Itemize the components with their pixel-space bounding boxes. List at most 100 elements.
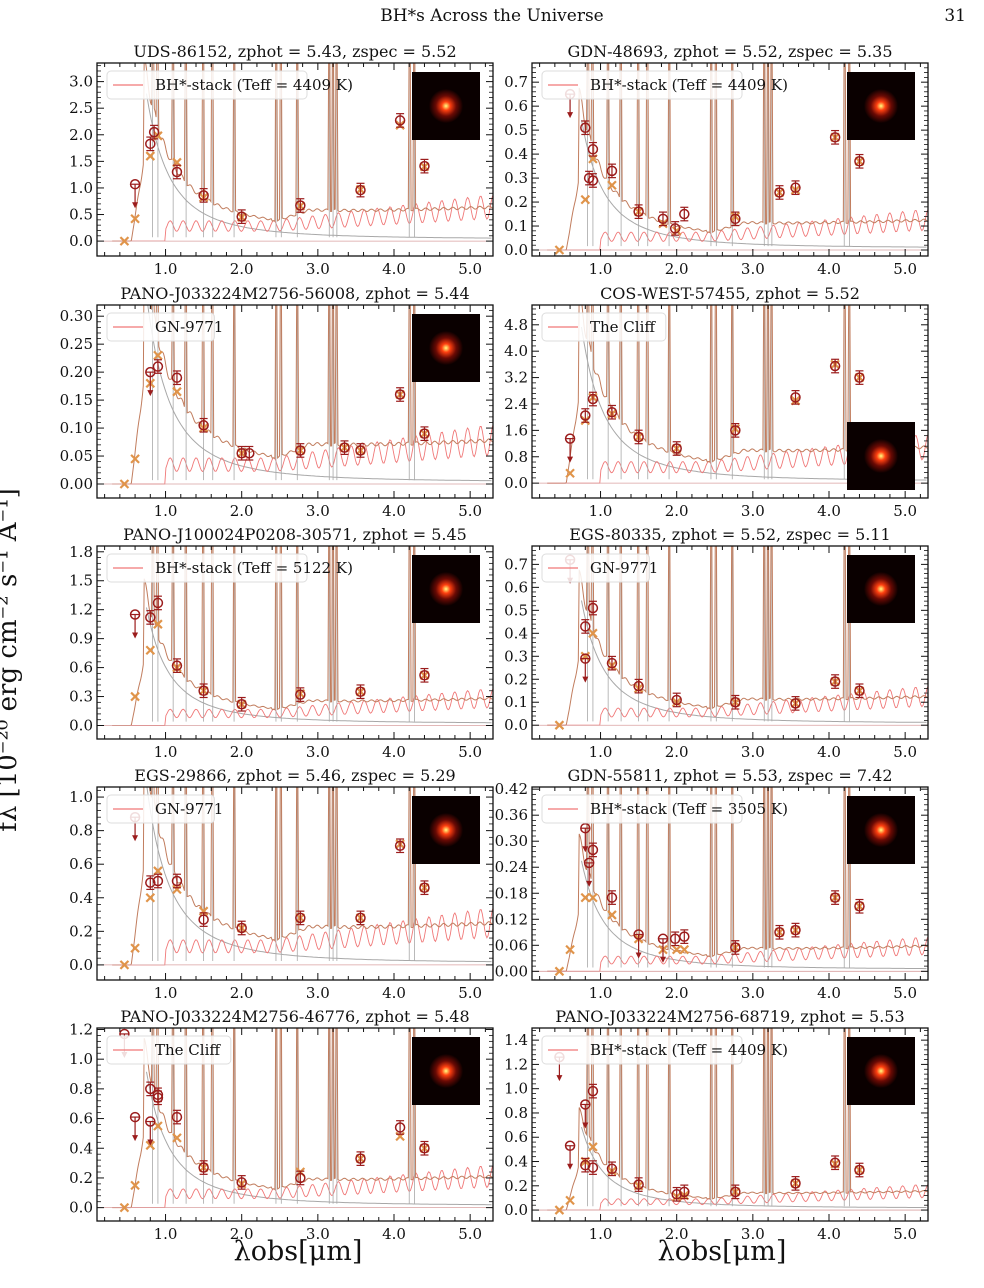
y-tick-label: 0.0	[504, 716, 528, 734]
model-photometry-stroke	[588, 628, 598, 639]
observed-marker	[236, 211, 247, 222]
y-tick-label: 0.06	[495, 936, 528, 954]
y-tick-label: 0.1	[504, 217, 528, 235]
observed-point	[774, 924, 785, 940]
upper-limit-point	[580, 822, 591, 853]
y-tick-label: 1.2	[69, 1020, 93, 1038]
observed-marker	[564, 1140, 576, 1151]
model-photometry-stroke	[153, 866, 163, 876]
x-axis-label-left: λobs[μm]	[233, 1236, 363, 1267]
observed-marker	[148, 126, 160, 138]
observed-marker	[633, 1179, 644, 1190]
observed-point	[419, 880, 430, 896]
observed-marker	[236, 922, 247, 934]
observed-point	[152, 873, 164, 889]
model-photometry-stroke	[580, 892, 591, 903]
template-component-line	[112, 689, 493, 726]
observed-point	[419, 1140, 430, 1156]
observed-marker	[236, 447, 247, 459]
model-photometry-point	[554, 720, 565, 730]
y-tick-label: 0.7	[504, 73, 528, 91]
model-photometry-point	[130, 214, 140, 224]
x-tick-label: 3.0	[741, 743, 765, 761]
observed-point	[171, 873, 183, 889]
observed-marker	[152, 1092, 164, 1104]
model-photometry-point	[119, 1202, 130, 1213]
model-photometry-point	[130, 691, 140, 702]
upper-limit-arrowhead	[659, 956, 666, 963]
model-photometry-point	[565, 1195, 575, 1206]
y-tick-label: 0.6	[504, 1128, 528, 1146]
observed-marker	[355, 686, 366, 697]
y-tick-label: 1.0	[69, 1050, 93, 1068]
chart-panel: 1.0 2.0 3.0 4.0 5.0 0.00 0.06 0.12 0.18 0.24 0.30 0…	[495, 766, 929, 1002]
observed-marker	[829, 360, 841, 372]
observed-point	[236, 209, 247, 225]
observed-marker	[339, 442, 350, 453]
model-photometry-stroke	[130, 1180, 140, 1191]
cutout-source	[429, 331, 463, 365]
legend-label: BH*-stack (Teff = 5122 K)	[155, 559, 353, 577]
chart-panel: 1.0 2.0 3.0 4.0 5.0 0.00 0.05 0.10 0.15 0.20 0.25 0…	[60, 284, 494, 520]
x-tick-label: 1.0	[589, 984, 613, 1002]
observed-point	[829, 674, 841, 689]
cutout-source	[429, 813, 463, 847]
x-tick-label: 2.0	[665, 743, 689, 761]
observed-point	[730, 1184, 741, 1200]
observed-point	[339, 440, 350, 456]
y-tick-label: 0.12	[495, 910, 528, 928]
cutout-image	[412, 1037, 480, 1105]
upper-limit-point	[564, 433, 576, 463]
legend-label: BH*-stack (Teff = 4409 K)	[155, 76, 353, 94]
y-tick-label: 0.6	[69, 659, 93, 677]
y-tick-label: 0.15	[60, 391, 93, 409]
x-tick-label: 1.0	[589, 743, 613, 761]
observed-point	[587, 391, 599, 407]
observed-marker	[854, 901, 865, 912]
observed-marker	[355, 1153, 366, 1164]
plot-area	[532, 63, 928, 255]
model-photometry-point	[130, 943, 140, 953]
observed-marker	[587, 1085, 599, 1097]
observed-marker	[671, 1189, 682, 1200]
observed-point	[730, 423, 741, 438]
model-photometry-point	[145, 892, 156, 903]
observed-marker	[583, 857, 595, 869]
panel-frame	[96, 62, 494, 257]
legend-label: The Cliff	[590, 318, 656, 336]
y-tick-label: 1.6	[504, 421, 528, 439]
model-photometry-point	[172, 386, 182, 397]
observed-point	[419, 426, 430, 442]
panel-frame	[531, 1027, 929, 1222]
observed-marker	[145, 1116, 156, 1127]
x-tick-label: 4.0	[817, 1225, 841, 1243]
y-tick-label: 0.6	[69, 855, 93, 873]
observed-point	[580, 619, 591, 634]
legend-box	[541, 312, 667, 342]
x-tick-label: 4.0	[382, 743, 406, 761]
agn-component-line	[581, 860, 927, 970]
upper-limit-point	[657, 933, 669, 963]
y-tick-label: 1.5	[69, 152, 93, 170]
upper-limit-arrowhead	[132, 835, 139, 842]
observed-marker	[580, 1159, 591, 1171]
observed-marker	[355, 184, 366, 196]
observed-point	[419, 667, 430, 683]
observed-point	[671, 1186, 682, 1202]
observed-point	[355, 182, 366, 198]
observed-marker	[633, 680, 644, 692]
plot-area	[532, 787, 928, 977]
cutout-image	[412, 796, 480, 864]
x-tick-label: 2.0	[665, 502, 689, 520]
observed-marker	[730, 1186, 741, 1198]
observed-point	[790, 696, 801, 711]
model-photometry-point	[153, 866, 163, 876]
panel-title: GDN-55811, zphot = 5.53, zspec = 7.42	[567, 766, 892, 785]
x-tick-label: 5.0	[458, 984, 482, 1002]
observed-point	[171, 370, 183, 386]
observed-marker	[295, 689, 306, 700]
legend-box	[541, 1035, 743, 1065]
upper-limit-arrowhead	[556, 1075, 563, 1082]
y-tick-label: 0.10	[60, 419, 93, 437]
y-tick-label: 0.30	[60, 307, 93, 325]
